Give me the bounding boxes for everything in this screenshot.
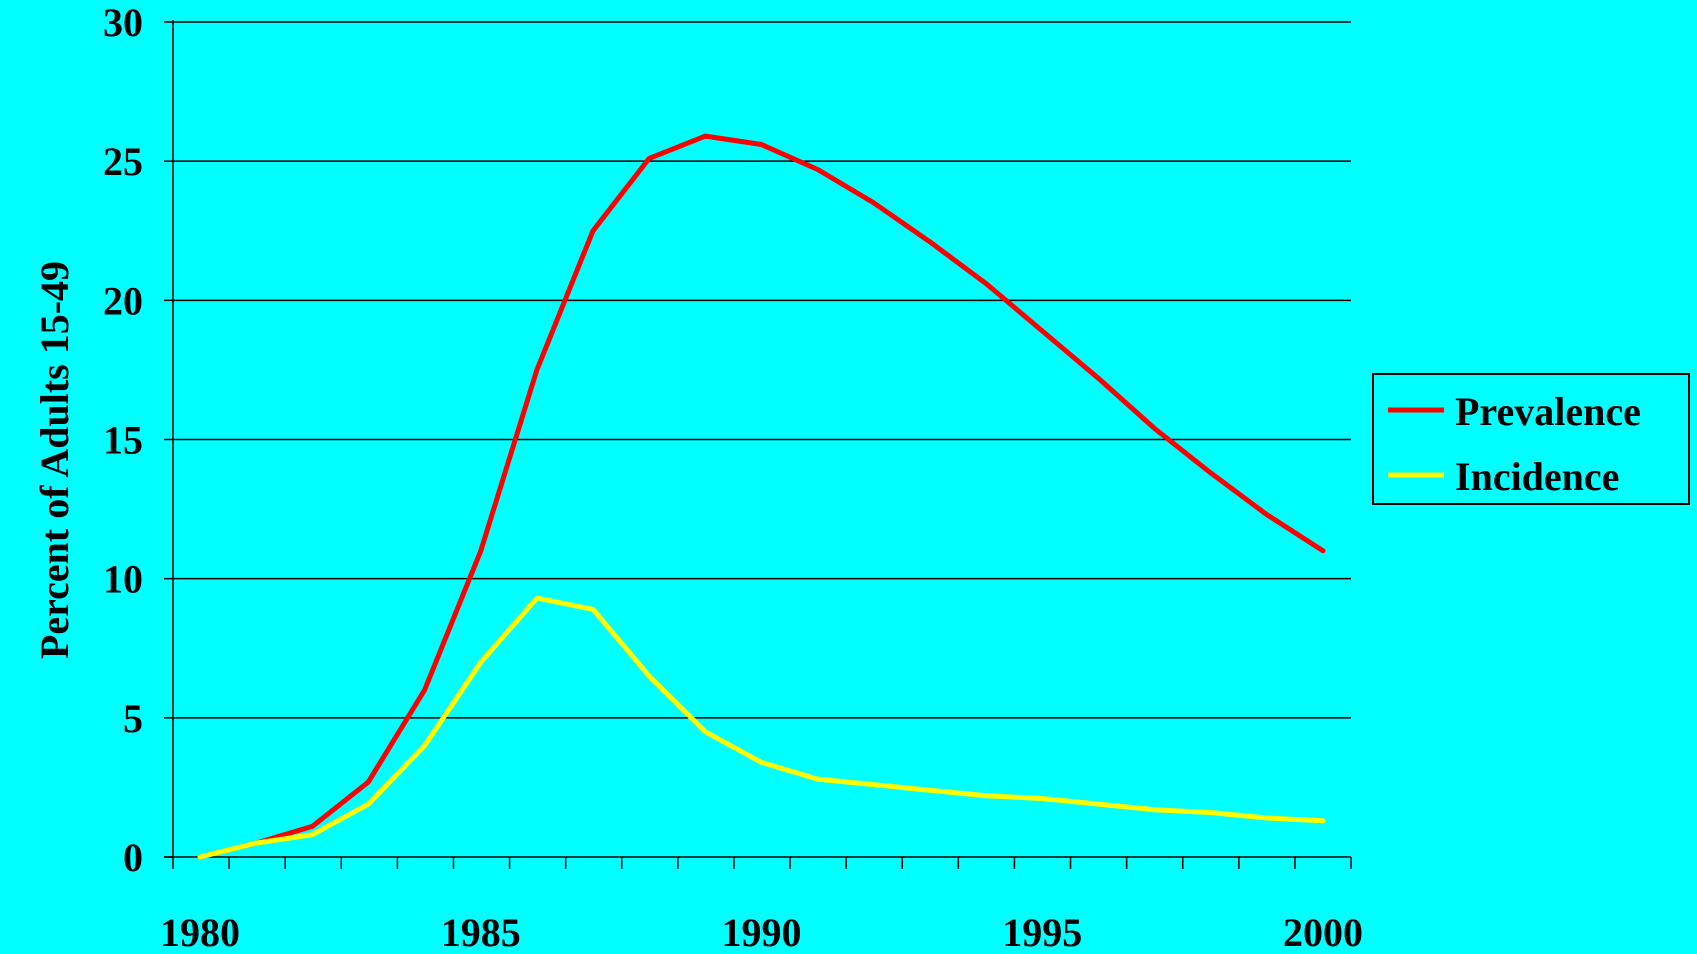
x-tick-label: 2000 [1283,910,1363,954]
x-tick-label: 1985 [441,910,521,954]
legend-label-incidence: Incidence [1455,454,1619,499]
y-tick-label: 30 [103,0,143,45]
series-lines [197,133,1326,860]
x-tick-label: 1995 [1002,910,1082,954]
axes [164,20,1352,869]
y-tick-label: 5 [123,696,143,741]
y-tick-label: 15 [103,418,143,463]
x-tick-labels: 1980 1985 1990 1995 2000 [160,910,1363,954]
gridlines [173,21,1351,719]
y-tick-label: 20 [103,278,143,323]
x-tick-label: 1980 [160,910,240,954]
legend-box [1372,373,1690,505]
y-tick-label: 0 [123,835,143,880]
series-line-incidence [197,595,1326,860]
legend: Prevalence Incidence [1372,373,1690,505]
legend-label-prevalence: Prevalence [1455,389,1641,434]
y-tick-labels: 0 5 10 15 20 25 30 [103,0,143,880]
series-line-prevalence [197,133,1326,860]
y-axis-title: Percent of Adults 15-49 [32,261,77,659]
y-tick-label: 25 [103,139,143,184]
x-tick-label: 1990 [722,910,802,954]
y-tick-label: 10 [103,557,143,602]
